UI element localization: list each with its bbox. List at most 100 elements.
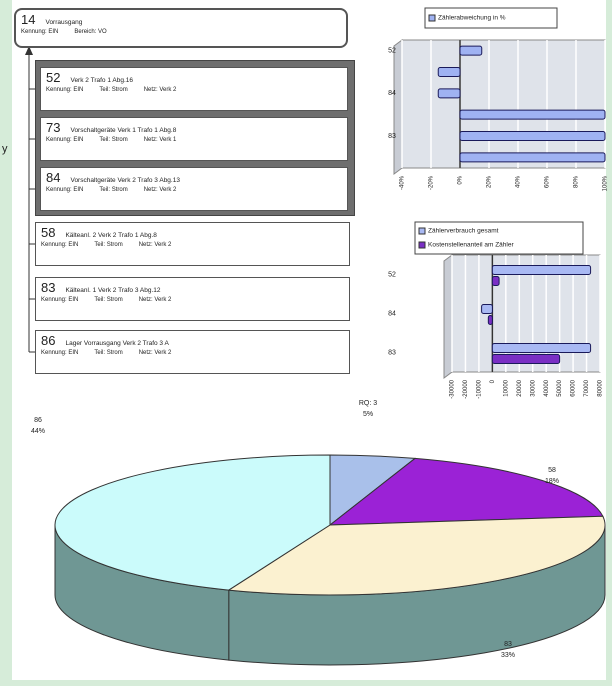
node-field: Netz: Verk 2 — [143, 187, 177, 193]
node-fields: Kennung: EIN Bereich: VO — [21, 29, 341, 35]
legend-swatch — [428, 14, 436, 22]
node-header: 86 Lager Vorrausgang Verk 2 Trafo 3 A — [41, 333, 344, 348]
node-id: 14 — [21, 12, 36, 27]
x-tick-label: 80% — [574, 175, 580, 188]
bar — [437, 67, 461, 77]
tree-node: 52 Verk 2 Trafo 1 Abg.16 Kennung: EIN Teil:… — [40, 67, 348, 111]
x-tick-label: 40000 — [544, 379, 550, 396]
node-field: Kennung: EIN — [41, 242, 79, 248]
bar — [487, 315, 493, 325]
node-field: Kennung: EIN — [46, 87, 84, 93]
x-tick-label: 100% — [603, 175, 609, 191]
node-header: 84 Vorschaltgeräte Verk 2 Trafo 3 Abg.13 — [46, 170, 342, 185]
legend-label: Zählerverbrauch gesamt — [428, 228, 499, 235]
node-field: Netz: Verk 2 — [143, 87, 177, 93]
node-id: 84 — [46, 170, 61, 185]
tree-node: 14 Vorrausgang Kennung: EIN Bereich: VO — [14, 8, 348, 48]
bar — [491, 343, 592, 353]
node-id: 73 — [46, 120, 61, 135]
pie-label: RQ: 3 — [359, 400, 377, 407]
tree-node: 84 Vorschaltgeräte Verk 2 Trafo 3 Abg.13 K… — [40, 167, 348, 211]
pie-slice — [328, 457, 604, 526]
node-field: Teil: Strom — [99, 137, 128, 143]
x-tick-label: 20000 — [517, 379, 523, 396]
bar — [459, 152, 606, 163]
node-fields: Kennung: EIN Teil: Strom Netz: Verk 1 — [46, 137, 342, 143]
node-fields: Kennung: EIN Teil: Strom Netz: Verk 2 — [46, 87, 342, 93]
tree: 14 Vorrausgang Kennung: EIN Bereich: VO 52 Ve… — [14, 8, 355, 374]
bar — [459, 131, 606, 141]
node-title: Lager Vorrausgang Verk 2 Trafo 3 A — [65, 340, 169, 347]
bar — [459, 109, 606, 120]
x-tick-label: 30000 — [530, 379, 536, 396]
node-field: Netz: Verk 2 — [138, 297, 172, 303]
pie-value-label: 5% — [363, 411, 373, 418]
pie-label: 83 — [504, 641, 512, 648]
node-field: Teil: Strom — [94, 350, 123, 356]
tree-node: 83 Kälteanl. 1 Verk 2 Trafo 3 Abg.12 Kennu… — [35, 277, 350, 321]
category-label: 52 — [388, 48, 396, 55]
margin-text: y — [2, 143, 8, 155]
node-field: Kennung: EIN — [21, 29, 59, 35]
x-tick-label: 50000 — [557, 379, 563, 396]
x-tick-label: -20000 — [463, 379, 469, 398]
node-title: Kälteanl. 1 Verk 2 Trafo 3 Abg.12 — [65, 287, 161, 294]
pie-slice — [227, 515, 606, 596]
node-header: 58 Kälteanl. 2 Verk 2 Trafo 1 Abg.8 — [41, 225, 344, 240]
node-title: Vorschaltgeräte Verk 2 Trafo 3 Abg.13 — [70, 177, 180, 184]
node-title: Kälteanl. 2 Verk 2 Trafo 1 Abg.8 — [65, 232, 157, 239]
node-field: Kennung: EIN — [41, 350, 79, 356]
x-tick-label: 0% — [458, 175, 464, 184]
bar — [437, 88, 461, 99]
x-tick-label: 60000 — [571, 379, 577, 396]
arrow — [25, 46, 33, 55]
node-field: Netz: Verk 2 — [138, 350, 172, 356]
tree-node: 73 Vorschaltgeräte Verk 1 Trafo 1 Abg.8 Ke… — [40, 117, 348, 161]
legend-label: Zählerabweichung in % — [438, 15, 506, 22]
bar — [481, 304, 493, 314]
node-id: 52 — [46, 70, 61, 85]
x-tick-label: 20% — [487, 175, 493, 188]
category-label: 83 — [388, 349, 396, 356]
tree-node: 86 Lager Vorrausgang Verk 2 Trafo 3 A Kenn… — [35, 330, 350, 374]
pie-value-label: 33% — [501, 652, 515, 659]
x-tick-label: -40% — [400, 175, 406, 190]
node-header: 73 Vorschaltgeräte Verk 1 Trafo 1 Abg.8 — [46, 120, 342, 135]
node-id: 83 — [41, 280, 56, 295]
node-title: Vorschaltgeräte Verk 1 Trafo 1 Abg.8 — [70, 127, 177, 134]
x-tick-label: 40% — [516, 175, 522, 188]
plot-area — [401, 39, 606, 169]
node-field: Kennung: EIN — [41, 297, 79, 303]
x-tick-label: 80000 — [598, 379, 604, 396]
legend-swatch — [418, 241, 426, 249]
node-header: 83 Kälteanl. 1 Verk 2 Trafo 3 Abg.12 — [41, 280, 344, 295]
node-field: Netz: Verk 2 — [138, 242, 172, 248]
x-tick-label: 10000 — [503, 379, 509, 396]
node-fields: Kennung: EIN Teil: Strom Netz: Verk 2 — [41, 242, 344, 248]
node-fields: Kennung: EIN Teil: Strom Netz: Verk 2 — [41, 297, 344, 303]
legend-label: Kostenstellenanteil am Zähler — [428, 242, 514, 249]
tree-node: 58 Kälteanl. 2 Verk 2 Trafo 1 Abg.8 Kennun… — [35, 222, 350, 266]
bar — [491, 354, 561, 364]
plot-wall — [443, 254, 453, 379]
node-field: Teil: Strom — [94, 242, 123, 248]
bar — [491, 265, 592, 275]
x-tick-label: -10000 — [476, 379, 482, 398]
node-title: Verk 2 Trafo 1 Abg.16 — [70, 77, 133, 84]
node-id: 86 — [41, 333, 56, 348]
legend-box — [424, 7, 558, 29]
x-tick-label: 60% — [545, 175, 551, 188]
legend-swatch — [418, 227, 426, 235]
pie-slice — [54, 454, 331, 591]
pie-label: 58 — [548, 467, 556, 474]
plot-wall — [393, 39, 403, 175]
node-field: Teil: Strom — [99, 87, 128, 93]
node-fields: Kennung: EIN Teil: Strom Netz: Verk 2 — [41, 350, 344, 356]
pie-value-label: 44% — [31, 428, 45, 435]
node-field: Kennung: EIN — [46, 137, 84, 143]
category-label: 84 — [388, 310, 396, 317]
bar — [491, 276, 500, 286]
node-field: Netz: Verk 1 — [143, 137, 177, 143]
